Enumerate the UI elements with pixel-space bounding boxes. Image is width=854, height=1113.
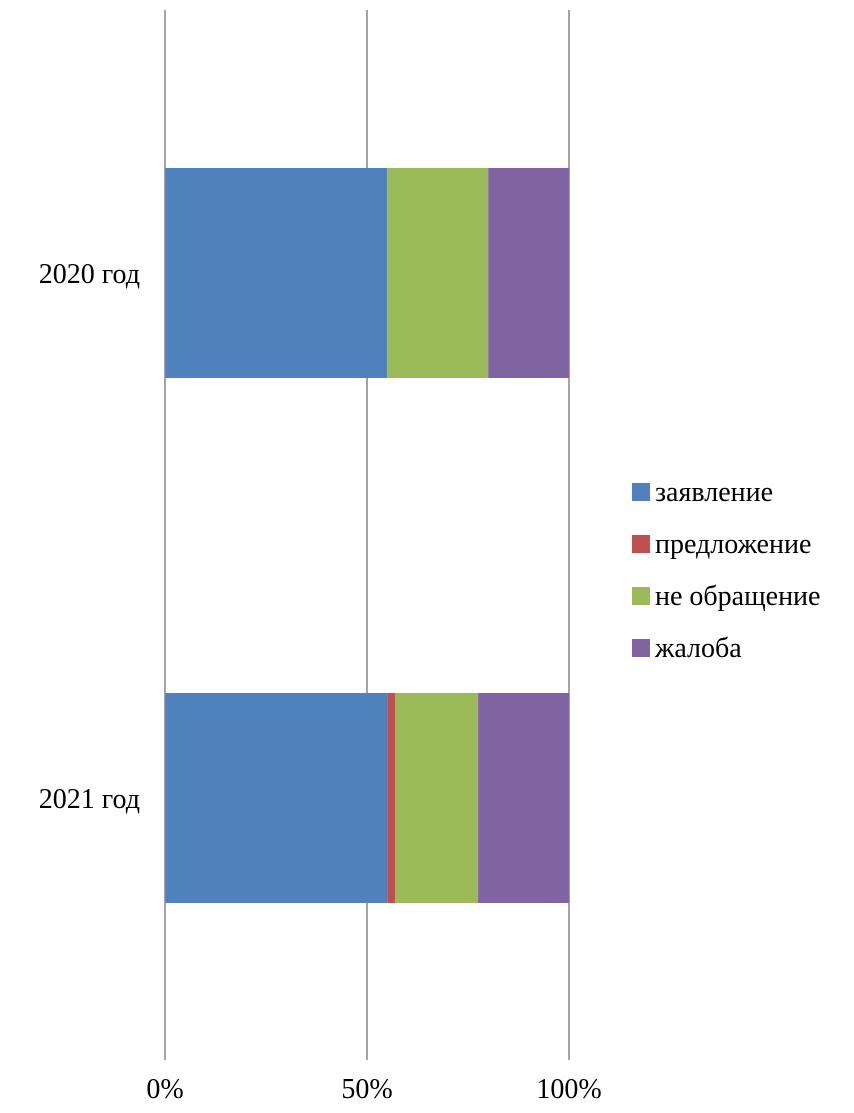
category-label: 2021 год — [39, 784, 140, 815]
legend: заявление предложение не обращение жалоба — [632, 477, 820, 664]
category-label: 2020 год — [39, 259, 140, 290]
legend-swatch-1 — [632, 535, 650, 553]
bar-segment-0-3 — [488, 168, 569, 378]
legend-swatch-2 — [632, 587, 650, 605]
x-tick-label: 50% — [341, 1074, 392, 1105]
bar-segment-0-2 — [387, 168, 488, 378]
x-tick-label: 100% — [536, 1074, 601, 1105]
bar-segment-1-1 — [387, 693, 395, 903]
legend-label-2: не обращение — [655, 581, 820, 612]
legend-swatch-0 — [632, 483, 650, 501]
bar-segment-1-2 — [395, 693, 478, 903]
legend-label-0: заявление — [655, 477, 773, 508]
bar-segment-1-0 — [165, 693, 387, 903]
legend-swatch-3 — [632, 639, 650, 657]
legend-label-1: предложение — [655, 529, 811, 560]
bar-segment-1-3 — [478, 693, 569, 903]
legend-label-3: жалоба — [654, 633, 742, 664]
x-tick-label: 0% — [146, 1074, 183, 1105]
bar-segment-0-0 — [165, 168, 387, 378]
